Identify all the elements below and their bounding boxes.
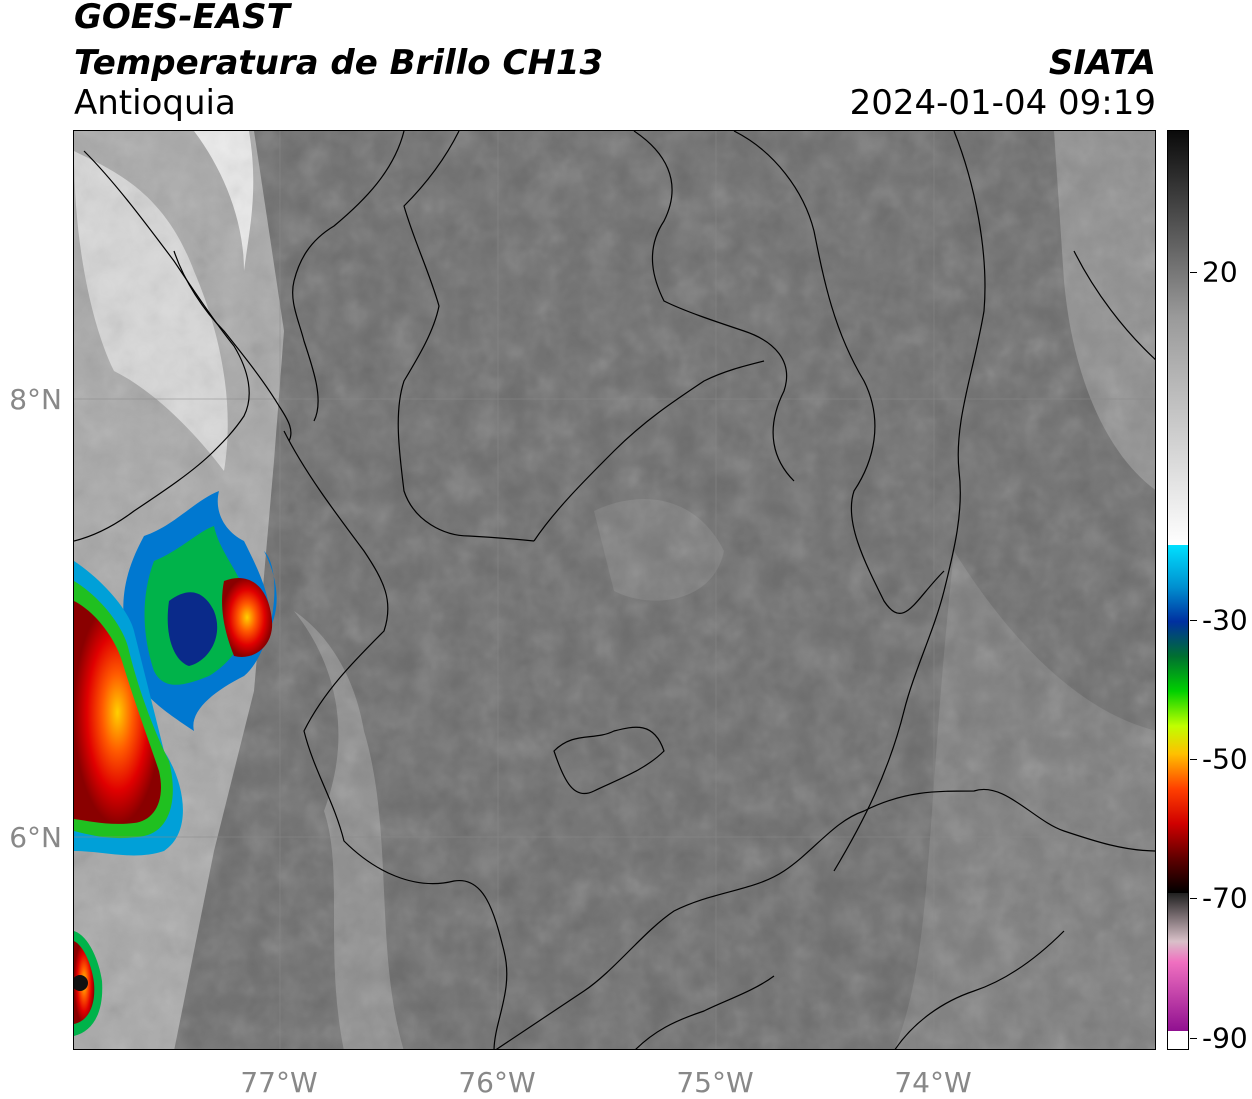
lon-label-75w: 75°W — [676, 1066, 754, 1099]
storm-cell-north-core — [167, 592, 218, 666]
colorbar-tick-m90 — [1190, 1038, 1197, 1039]
satellite-map[interactable] — [73, 130, 1156, 1050]
lon-label-77w: 77°W — [240, 1066, 318, 1099]
bolivar-border — [733, 131, 945, 614]
santander-border — [833, 131, 986, 872]
graticule — [74, 131, 1155, 1049]
colorbar-tick-m70 — [1190, 898, 1197, 899]
boyaca-border — [894, 930, 1065, 1049]
colorbar-tick-m50 — [1190, 759, 1197, 760]
antioquia-north-border — [397, 131, 535, 542]
organization-label: SIATA — [1048, 43, 1156, 83]
region-label: Antioquia — [74, 83, 236, 123]
map-canvas — [74, 131, 1155, 1049]
boundaries — [74, 131, 1155, 1049]
storm-cell-west-core — [74, 601, 162, 824]
gulf-coast — [173, 250, 292, 442]
storm-cell-south-peak — [74, 975, 88, 991]
lat-label-6n: 6°N — [9, 821, 62, 854]
colorbar-gradient — [1168, 131, 1188, 1049]
south-border — [635, 975, 775, 1049]
municipality-polygon — [553, 726, 665, 795]
lon-label-74w: 74°W — [894, 1066, 972, 1099]
storm-warm-spot — [222, 577, 273, 657]
uraba-coast — [292, 131, 405, 422]
northeast-border — [1073, 250, 1155, 360]
colorbar-tick-m30 — [1190, 620, 1197, 621]
coastline-west — [74, 150, 250, 542]
lon-label-76w: 76°W — [458, 1066, 536, 1099]
cordoba-border — [633, 131, 795, 482]
colorbar-label-m90: -90 — [1202, 1021, 1248, 1055]
colorbar-label-m30: -30 — [1202, 603, 1248, 637]
colorbar-label-m70: -70 — [1202, 881, 1248, 915]
central-border — [533, 360, 765, 542]
timestamp-label: 2024-01-04 09:19 — [849, 83, 1156, 123]
colorbar — [1167, 130, 1189, 1050]
lat-label-8n: 8°N — [9, 383, 62, 416]
caldas-border — [495, 788, 1155, 1049]
colorbar-label-20: 20 — [1202, 255, 1238, 289]
product-title: GOES-EAST — [74, 0, 290, 37]
choco-border — [283, 430, 508, 1049]
channel-title: Temperatura de Brillo CH13 — [74, 43, 604, 83]
colorbar-label-m50: -50 — [1202, 742, 1248, 776]
colorbar-tick-20 — [1190, 272, 1197, 273]
